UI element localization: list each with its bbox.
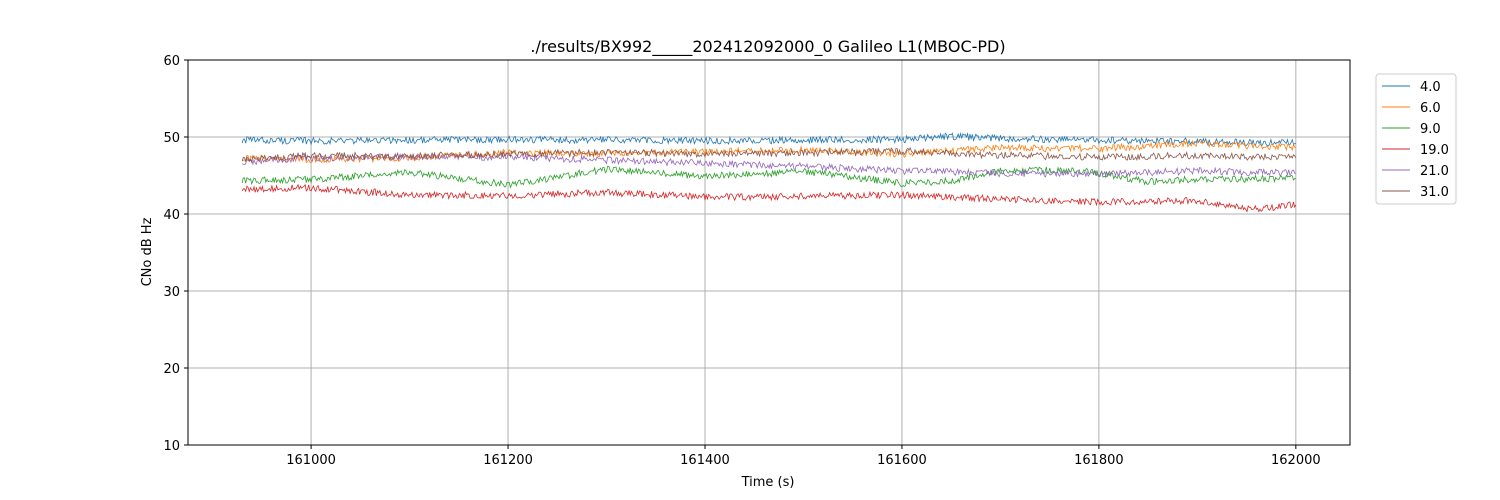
legend-label: 21.0 <box>1420 164 1449 179</box>
x-tick-label: 161800 <box>1074 453 1124 468</box>
legend-label: 19.0 <box>1420 143 1449 158</box>
legend-label: 4.0 <box>1420 80 1441 95</box>
y-axis: 10 20 30 40 50 60 <box>163 54 188 454</box>
chart-title: ./results/BX992_____202412092000_0 Galil… <box>530 37 1005 57</box>
series-line-19-0 <box>241 183 1297 213</box>
series-line-31-0 <box>241 147 1297 164</box>
y-tick-label: 40 <box>163 208 180 223</box>
x-tick-label: 162000 <box>1271 453 1321 468</box>
y-tick-label: 50 <box>163 131 180 146</box>
x-tick-label: 161200 <box>483 453 533 468</box>
series-line-6-0 <box>241 138 1297 164</box>
x-tick-label: 161600 <box>877 453 927 468</box>
plot-frame <box>187 59 1351 446</box>
y-tick-label: 30 <box>163 285 180 300</box>
x-tick-label: 161000 <box>286 453 336 468</box>
series-lines <box>241 132 1297 213</box>
series-line-9-0 <box>241 165 1296 189</box>
legend: 4.0 6.0 9.0 19.0 21.0 31.0 <box>1375 73 1457 205</box>
y-tick-label: 60 <box>163 54 180 69</box>
x-axis-label: Time (s) <box>741 475 795 490</box>
legend-label: 9.0 <box>1420 122 1441 137</box>
y-tick-label: 20 <box>163 362 180 377</box>
series-line-4-0 <box>241 132 1296 147</box>
series-line-21-0 <box>242 152 1296 179</box>
legend-label: 6.0 <box>1420 101 1441 116</box>
x-tick-label: 161400 <box>680 453 730 468</box>
legend-label: 31.0 <box>1420 185 1449 200</box>
x-axis: 161000 161200 161400 161600 161800 162000 <box>286 445 1321 468</box>
y-axis-label: CNo dB Hz <box>140 217 155 286</box>
y-tick-label: 10 <box>163 439 180 454</box>
